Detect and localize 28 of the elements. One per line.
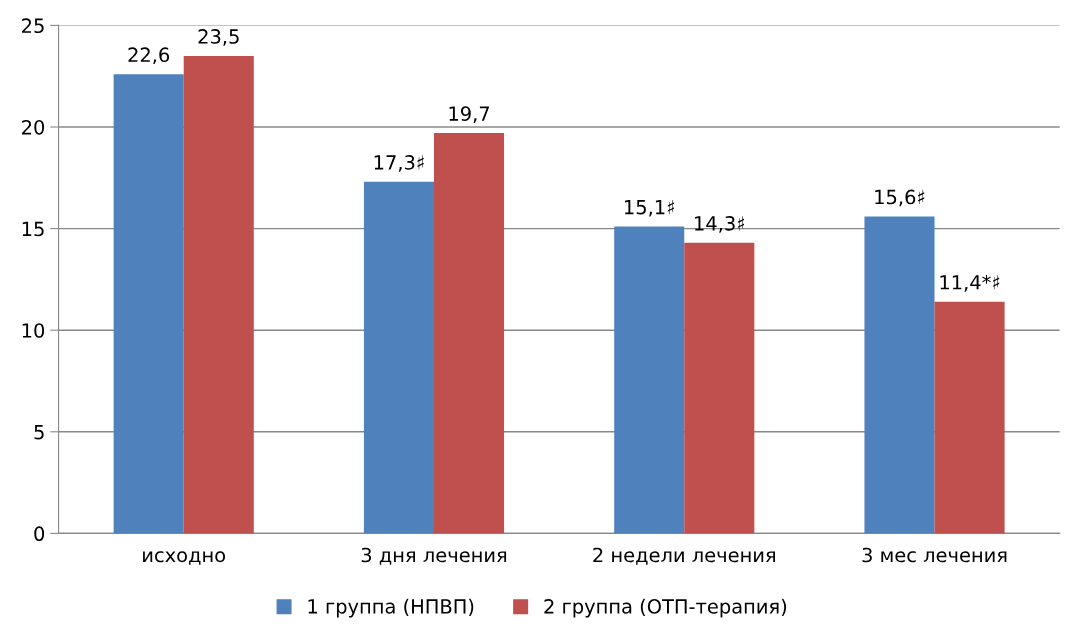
data-label: 17,3♯ [374,155,424,172]
data-label: 19,7 [449,106,490,123]
legend-label: 1 группа (НПВП) [308,598,474,618]
data-label: 22,6 [128,47,170,65]
bar [183,55,254,534]
bar [614,226,685,534]
x-tick-label: исходно [143,551,226,565]
data-label: 15,6♯ [875,189,925,207]
data-label: 14,3♯ [695,216,745,233]
bar [433,133,505,534]
x-tick-label: 3 дня лечения [361,547,507,565]
data-label: 23,5 [198,29,239,46]
bar [864,216,935,534]
y-tick-label: 5 [34,425,44,440]
y-tick-label: 10 [22,323,45,338]
bar [363,181,434,534]
x-tick-label: 2 недели лечения [593,547,775,565]
bar [113,74,184,534]
bar [934,301,1005,534]
y-tick-label: 15 [22,221,44,237]
legend-label: 2 группа (ОТП-терапия) [544,598,787,618]
bar [684,242,755,534]
y-tick-label: 0 [34,526,45,542]
data-label: 15,1♯ [625,199,674,217]
x-tick-label: 3 мес лечения [862,547,1007,563]
y-tick-label: 20 [22,119,45,135]
data-label: 11,4*♯ [940,274,1000,292]
y-tick-label: 25 [22,18,44,34]
